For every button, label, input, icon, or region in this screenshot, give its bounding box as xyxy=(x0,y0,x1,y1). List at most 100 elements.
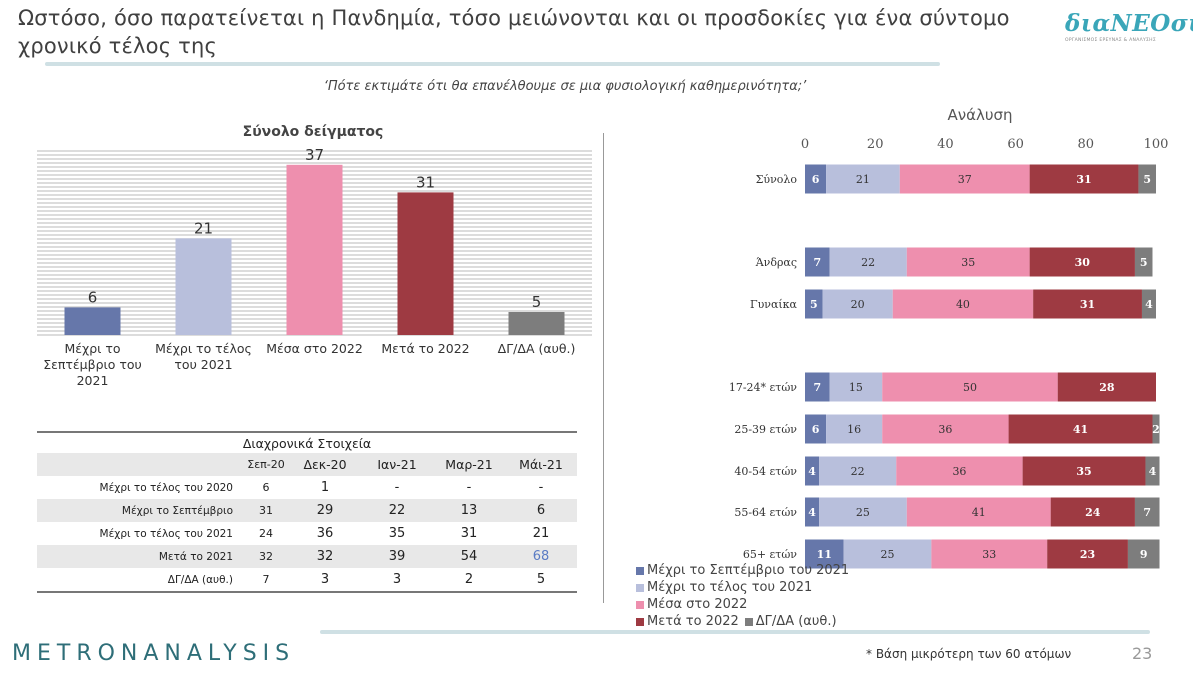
page-number: 23 xyxy=(1132,644,1153,663)
table-header-cell: Μάι-21 xyxy=(505,453,577,476)
segment-value-label: 31 xyxy=(1076,173,1091,186)
table-header-blank xyxy=(37,453,243,476)
stacked-bar-segment xyxy=(805,497,820,527)
segment-value-label: 11 xyxy=(817,548,832,561)
legend-item: Μέσα στο 2022 xyxy=(636,596,849,613)
segment-value-label: 9 xyxy=(1140,548,1148,561)
table-cell: 29 xyxy=(289,499,361,522)
table-cell: 13 xyxy=(433,499,505,522)
stacked-bar-segment xyxy=(805,289,823,319)
table-header-cell: Σεπ-20 xyxy=(243,453,289,476)
bar-value-label: 21 xyxy=(194,219,213,237)
x-tick-label: 40 xyxy=(937,137,954,152)
stacked-bar-segment xyxy=(1138,164,1156,194)
category-label: 55-64 ετών xyxy=(734,506,797,519)
table-cell: 36 xyxy=(316,526,334,541)
x-tick-label: 60 xyxy=(1007,137,1024,152)
legend-label: Μετά το 2022 xyxy=(647,614,739,629)
stacked-bar-segment xyxy=(896,456,1023,486)
legend-item: Μετά το 2022 ΔΓ/ΔΑ (αυθ.) xyxy=(636,613,849,630)
stacked-bar-segment xyxy=(1057,372,1156,402)
segment-value-label: 35 xyxy=(961,256,975,269)
table-row: Μετά το 2021 32 32 39 54 68 xyxy=(37,545,577,568)
category-label: Γυναίκα xyxy=(750,298,798,311)
stacked-bar-segment xyxy=(882,414,1009,444)
segment-value-label: 21 xyxy=(856,173,870,186)
bar xyxy=(397,192,454,335)
segment-value-label: 22 xyxy=(851,465,865,478)
segment-value-label: 41 xyxy=(972,506,986,519)
segment-value-label: 16 xyxy=(847,423,861,436)
segment-value-label: 5 xyxy=(810,298,818,311)
table-cell: 6 xyxy=(262,481,270,494)
segment-value-label: 36 xyxy=(952,465,966,478)
segment-value-label: 6 xyxy=(812,423,820,436)
logo-text: διαΝΕΟσις xyxy=(1065,10,1193,37)
stacked-bar-segment xyxy=(1047,539,1128,569)
table-cell-highlight: 68 xyxy=(505,545,577,568)
table-cell: 32 xyxy=(243,545,289,568)
category-label: 40-54 ετών xyxy=(734,465,797,478)
table-cell: 6 xyxy=(505,499,577,522)
footnote: * Βάση μικρότερη των 60 ατόμων xyxy=(866,647,1072,661)
table-cell: 39 xyxy=(361,545,433,568)
legend-label: Μέχρι το τέλος του 2021 xyxy=(647,580,813,595)
table-cell: 21 xyxy=(532,526,550,541)
bar-value-label: 6 xyxy=(88,288,98,306)
stacked-bar-segment xyxy=(1134,247,1153,277)
logo-subtitle: ΟΡΓΑΝΙΣΜΟΣ ΕΡΕΥΝΑΣ & ΑΝΑΛΥΣΗΣ xyxy=(1065,38,1157,43)
segment-value-label: 2 xyxy=(1152,423,1160,436)
bar xyxy=(64,307,121,335)
segment-value-label: 7 xyxy=(1143,506,1151,519)
segment-value-label: 4 xyxy=(808,506,816,519)
category-label: Σύνολο xyxy=(756,173,798,186)
bar xyxy=(175,238,232,335)
table-cell: - xyxy=(466,480,472,495)
category-label: Άνδρας xyxy=(755,256,797,269)
table-cell: 1 xyxy=(320,480,330,495)
title-underline xyxy=(45,62,940,66)
stacked-bar-segment xyxy=(819,497,907,527)
category-label: Μετά το 2022 xyxy=(381,341,469,356)
chart-title: Ανάλυση xyxy=(947,106,1012,124)
table-row-label: Μέχρι το Σεπτέμβριο xyxy=(37,499,243,522)
segment-value-label: 22 xyxy=(861,256,875,269)
segment-value-label: 20 xyxy=(851,298,865,311)
legend-swatch xyxy=(636,617,644,626)
table-row: Μέχρι το Σεπτέμβριο 31 29 22 13 6 xyxy=(37,499,577,522)
legend-label: ΔΓ/ΔΑ (αυθ.) xyxy=(755,614,837,629)
stacked-bar-segment xyxy=(1008,414,1153,444)
stacked-bar-segment xyxy=(829,372,883,402)
table-cell: 24 xyxy=(259,527,273,540)
segment-value-label: 5 xyxy=(1143,173,1151,186)
stacked-bar-segment xyxy=(906,497,1051,527)
stacked-bar-segment xyxy=(1145,456,1160,486)
survey-question: ‘Πότε εκτιμάτε ότι θα επανέλθουμε σε μια… xyxy=(323,79,807,94)
segment-value-label: 15 xyxy=(849,381,863,394)
category-label: Μέχρι το τέλος xyxy=(155,341,252,356)
segment-value-label: 25 xyxy=(856,506,870,519)
table-cell: 5 xyxy=(505,568,577,593)
table-row-label: Μέχρι το τέλος του 2020 xyxy=(99,481,233,494)
table-row-label: Μετά το 2021 xyxy=(37,545,243,568)
x-tick-label: 20 xyxy=(867,137,884,152)
time-series-table: Διαχρονικά Στοιχεία Σεπ-20 Δεκ-20 Ιαν-21… xyxy=(37,431,577,593)
x-tick-label: 100 xyxy=(1144,137,1169,152)
stacked-bar-segment xyxy=(1029,247,1135,277)
category-label: 2021 xyxy=(77,373,109,388)
table-header-cell: Δεκ-20 xyxy=(289,453,361,476)
legend-swatch xyxy=(636,600,644,609)
stacked-bar-segment xyxy=(805,414,827,444)
stacked-bar-segment xyxy=(892,289,1034,319)
bar-value-label: 5 xyxy=(532,293,542,311)
table-row: ΔΓ/ΔΑ (αυθ.) 7 3 3 2 5 xyxy=(37,568,577,593)
segment-value-label: 25 xyxy=(880,548,894,561)
legend-item: Μέχρι το Σεπτέμβριο του 2021 xyxy=(636,562,849,579)
legend-label: Μέσα στο 2022 xyxy=(647,597,748,612)
table-cell: 3 xyxy=(361,568,433,593)
segment-value-label: 50 xyxy=(963,381,977,394)
stacked-bar-segment xyxy=(1050,497,1135,527)
table-cell: 31 xyxy=(460,526,478,541)
category-label: 25-39 ετών xyxy=(734,423,797,436)
